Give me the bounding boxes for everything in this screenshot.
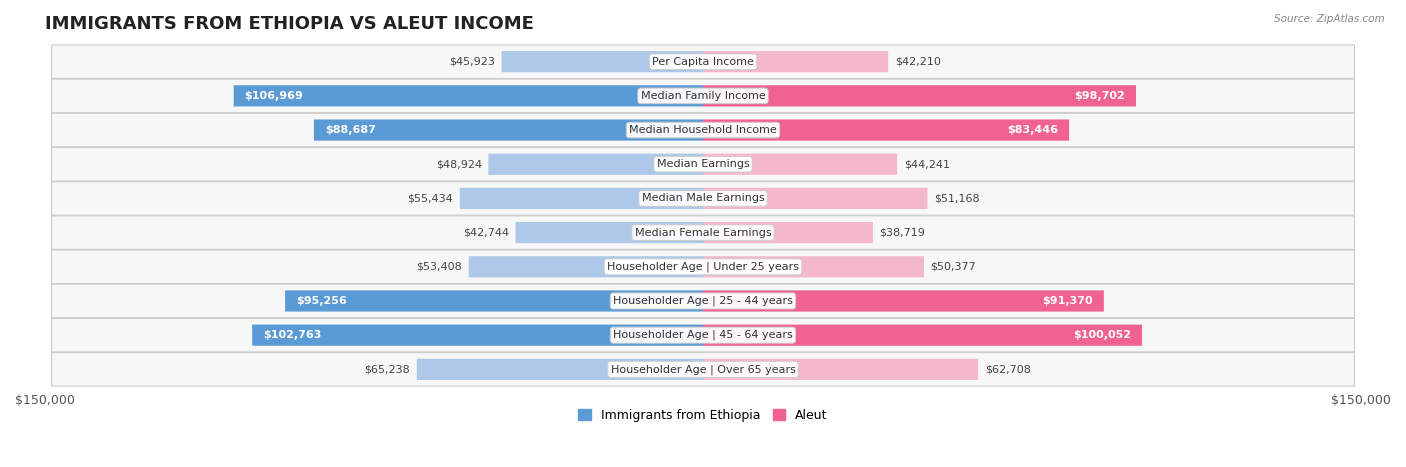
Text: Householder Age | Over 65 years: Householder Age | Over 65 years bbox=[610, 364, 796, 375]
Text: $44,241: $44,241 bbox=[904, 159, 949, 169]
FancyBboxPatch shape bbox=[52, 216, 1354, 249]
Text: Householder Age | 25 - 44 years: Householder Age | 25 - 44 years bbox=[613, 296, 793, 306]
FancyBboxPatch shape bbox=[703, 290, 1104, 311]
Text: $45,923: $45,923 bbox=[449, 57, 495, 67]
FancyBboxPatch shape bbox=[703, 256, 924, 277]
Text: $48,924: $48,924 bbox=[436, 159, 482, 169]
FancyBboxPatch shape bbox=[703, 85, 1136, 106]
Text: $106,969: $106,969 bbox=[245, 91, 304, 101]
FancyBboxPatch shape bbox=[285, 290, 703, 311]
FancyBboxPatch shape bbox=[52, 182, 1354, 215]
FancyBboxPatch shape bbox=[703, 154, 897, 175]
Text: $95,256: $95,256 bbox=[297, 296, 347, 306]
Text: Per Capita Income: Per Capita Income bbox=[652, 57, 754, 67]
FancyBboxPatch shape bbox=[703, 359, 979, 380]
Text: $65,238: $65,238 bbox=[364, 364, 411, 375]
FancyBboxPatch shape bbox=[703, 325, 1142, 346]
Text: $55,434: $55,434 bbox=[408, 193, 453, 204]
FancyBboxPatch shape bbox=[703, 51, 889, 72]
Text: Median Earnings: Median Earnings bbox=[657, 159, 749, 169]
FancyBboxPatch shape bbox=[52, 45, 1354, 78]
Text: $38,719: $38,719 bbox=[879, 227, 925, 238]
Text: $53,408: $53,408 bbox=[416, 262, 463, 272]
Text: $98,702: $98,702 bbox=[1074, 91, 1125, 101]
Legend: Immigrants from Ethiopia, Aleut: Immigrants from Ethiopia, Aleut bbox=[574, 404, 832, 427]
FancyBboxPatch shape bbox=[703, 120, 1069, 141]
Text: $42,210: $42,210 bbox=[894, 57, 941, 67]
FancyBboxPatch shape bbox=[52, 148, 1354, 181]
FancyBboxPatch shape bbox=[416, 359, 703, 380]
Text: IMMIGRANTS FROM ETHIOPIA VS ALEUT INCOME: IMMIGRANTS FROM ETHIOPIA VS ALEUT INCOME bbox=[45, 15, 534, 33]
FancyBboxPatch shape bbox=[460, 188, 703, 209]
Text: $42,744: $42,744 bbox=[463, 227, 509, 238]
Text: $62,708: $62,708 bbox=[984, 364, 1031, 375]
Text: $102,763: $102,763 bbox=[263, 330, 322, 340]
FancyBboxPatch shape bbox=[52, 113, 1354, 147]
FancyBboxPatch shape bbox=[52, 250, 1354, 283]
FancyBboxPatch shape bbox=[502, 51, 703, 72]
Text: Median Family Income: Median Family Income bbox=[641, 91, 765, 101]
Text: Median Male Earnings: Median Male Earnings bbox=[641, 193, 765, 204]
Text: $88,687: $88,687 bbox=[325, 125, 375, 135]
FancyBboxPatch shape bbox=[516, 222, 703, 243]
Text: $51,168: $51,168 bbox=[934, 193, 980, 204]
FancyBboxPatch shape bbox=[703, 222, 873, 243]
FancyBboxPatch shape bbox=[52, 284, 1354, 318]
Text: $100,052: $100,052 bbox=[1073, 330, 1130, 340]
FancyBboxPatch shape bbox=[233, 85, 703, 106]
FancyBboxPatch shape bbox=[488, 154, 703, 175]
FancyBboxPatch shape bbox=[703, 188, 928, 209]
Text: $83,446: $83,446 bbox=[1007, 125, 1059, 135]
Text: Median Household Income: Median Household Income bbox=[628, 125, 778, 135]
Text: Median Female Earnings: Median Female Earnings bbox=[634, 227, 772, 238]
FancyBboxPatch shape bbox=[52, 353, 1354, 386]
Text: $50,377: $50,377 bbox=[931, 262, 976, 272]
Text: Source: ZipAtlas.com: Source: ZipAtlas.com bbox=[1274, 14, 1385, 24]
Text: Householder Age | 45 - 64 years: Householder Age | 45 - 64 years bbox=[613, 330, 793, 340]
Text: Householder Age | Under 25 years: Householder Age | Under 25 years bbox=[607, 262, 799, 272]
FancyBboxPatch shape bbox=[314, 120, 703, 141]
Text: $91,370: $91,370 bbox=[1042, 296, 1092, 306]
FancyBboxPatch shape bbox=[252, 325, 703, 346]
FancyBboxPatch shape bbox=[468, 256, 703, 277]
FancyBboxPatch shape bbox=[52, 79, 1354, 113]
FancyBboxPatch shape bbox=[52, 318, 1354, 352]
